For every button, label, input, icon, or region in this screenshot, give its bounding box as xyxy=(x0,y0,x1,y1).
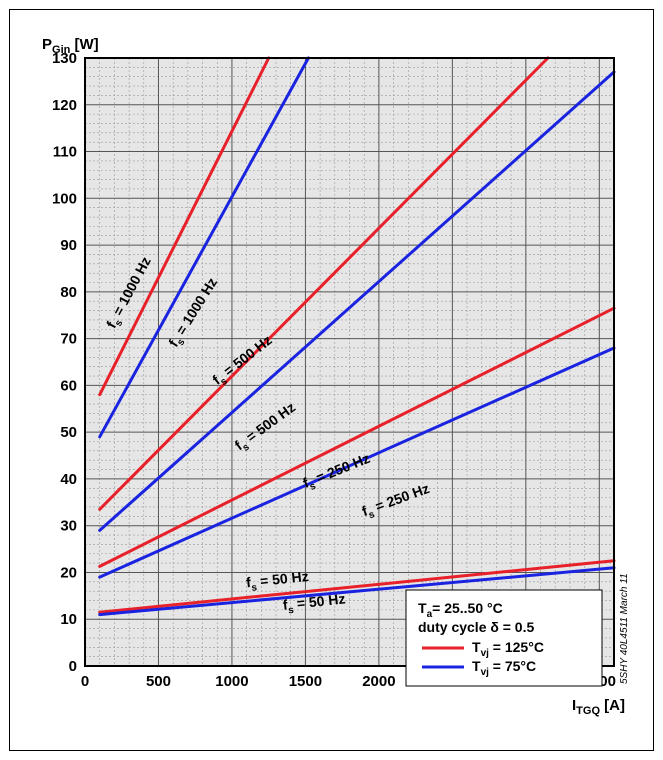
series-line-3 xyxy=(98,56,550,511)
y-tick-label: 100 xyxy=(52,190,77,207)
legend-label-75: Tvj = 75°C xyxy=(472,658,536,678)
series-line-5 xyxy=(98,306,616,568)
legend-box xyxy=(405,589,603,687)
curve-label-7: fs = 50 Hz xyxy=(245,568,310,594)
series-line-1 xyxy=(98,56,271,397)
y-tick-label: 70 xyxy=(60,331,77,348)
y-tick-label: 40 xyxy=(60,471,77,488)
y-tick-label: 10 xyxy=(60,611,77,628)
y-tick-labels: 0 10 20 30 40 50 60 70 80 90 100 110 120 130 xyxy=(52,50,77,675)
series-lines xyxy=(98,56,616,617)
y-tick-label: 50 xyxy=(60,424,77,441)
y-tick-label: 110 xyxy=(53,144,77,161)
series-line-2 xyxy=(98,56,310,439)
y-tick-label: 130 xyxy=(52,50,77,67)
y-tick-label: 80 xyxy=(60,284,77,301)
figure-frame xyxy=(9,9,654,751)
series-line-7 xyxy=(98,559,616,614)
x-axis-label: ITGQ [A] xyxy=(572,697,625,717)
series-line-8 xyxy=(98,566,616,617)
legend-ambient: Ta= 25..50 °C xyxy=(418,600,503,620)
x-tick-label: 2000 xyxy=(362,673,395,690)
y-axis-label: PGin [W] xyxy=(42,36,99,56)
legend-label-125: Tvj = 125°C xyxy=(472,639,544,659)
legend: Ta= 25..50 °C duty cycle δ = 0.5 Tvj = 1… xyxy=(405,589,603,687)
x-tick-label: 1500 xyxy=(289,673,322,690)
y-tick-label: 120 xyxy=(52,97,77,114)
y-tick-label: 90 xyxy=(60,237,77,254)
x-tick-label: 0 xyxy=(81,673,89,690)
x-tick-label: 1000 xyxy=(215,673,248,690)
x-tick-label: 500 xyxy=(146,673,171,690)
curve-label-8: fs = 50 Hz xyxy=(282,590,347,616)
grid-major xyxy=(85,58,614,666)
y-tick-label: 30 xyxy=(60,518,77,535)
y-tick-label: 60 xyxy=(60,377,77,394)
plot-border xyxy=(84,57,615,667)
series-line-6 xyxy=(98,346,616,579)
legend-duty-cycle: duty cycle δ = 0.5 xyxy=(418,619,534,635)
side-note: 5SHY 40L4511 March 11 xyxy=(619,573,630,684)
y-tick-label: 0 xyxy=(69,658,77,675)
y-tick-label: 20 xyxy=(60,564,77,581)
series-line-4 xyxy=(98,70,616,532)
